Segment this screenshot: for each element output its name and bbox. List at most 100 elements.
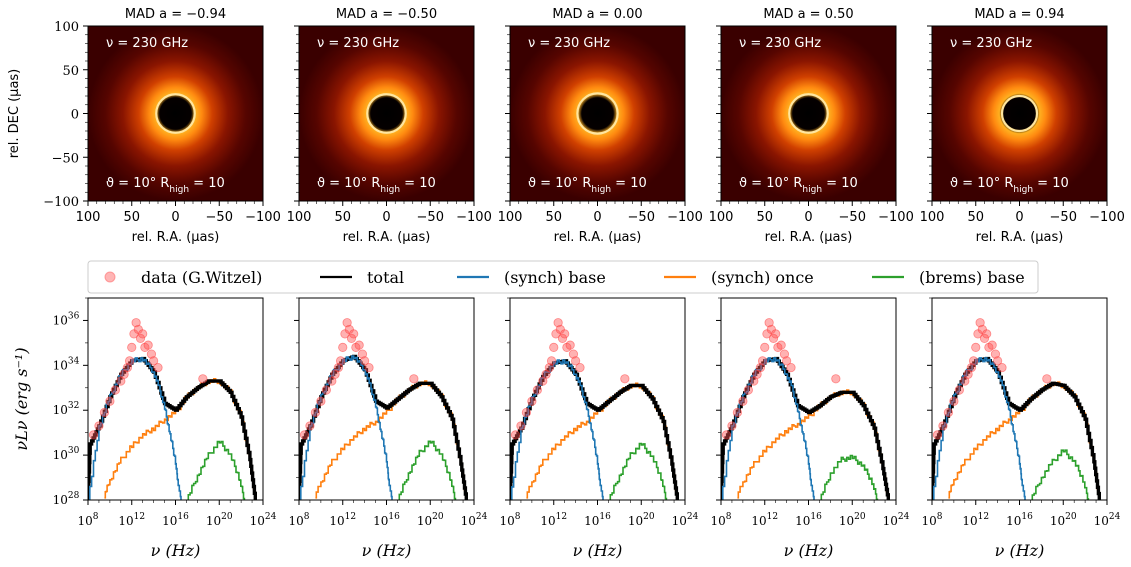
data-point bbox=[99, 407, 110, 418]
photon-ring bbox=[788, 93, 829, 134]
data-point bbox=[755, 362, 765, 373]
series-synch-base bbox=[933, 357, 1026, 500]
data-point bbox=[743, 385, 753, 395]
x-tick-label: 1020 bbox=[206, 512, 233, 528]
data-point bbox=[966, 362, 976, 373]
series-brems-base bbox=[609, 442, 668, 500]
inclination-annotation: ϑ = 10° Rhigh = 10 bbox=[739, 176, 858, 195]
data-point bbox=[982, 329, 992, 339]
sed-panel-1: 108 1012 1016 1020 1024 ν (Hz) 1028 1030 1032 103… bbox=[12, 297, 277, 560]
frequency-annotation: ν = 230 GHz bbox=[739, 36, 821, 51]
data-point bbox=[516, 421, 526, 431]
x-tick-label: 100 bbox=[76, 210, 101, 225]
data-point bbox=[299, 430, 310, 440]
data-point bbox=[138, 329, 148, 339]
data-point bbox=[990, 349, 1001, 359]
photon-ring bbox=[366, 93, 407, 134]
x-axis-label: rel. R.A. (μas) bbox=[554, 230, 642, 245]
legend-box bbox=[87, 260, 1039, 294]
data-point bbox=[354, 340, 364, 350]
x-tick-label: 0 bbox=[593, 210, 601, 225]
x-tick-label: −100 bbox=[1089, 210, 1125, 225]
series-brems-base bbox=[398, 440, 457, 500]
x-axis-label: rel. R.A. (μas) bbox=[343, 230, 431, 245]
data-point bbox=[786, 362, 796, 373]
data-point bbox=[143, 340, 153, 350]
x-tick-label: 50 bbox=[756, 210, 773, 225]
data-point bbox=[968, 356, 979, 366]
sed-panel-5: 108 1012 1016 1020 1024 ν (Hz) bbox=[921, 297, 1121, 560]
data-point bbox=[532, 385, 542, 395]
legend-label: total bbox=[367, 268, 404, 287]
x-axis-label: ν (Hz) bbox=[362, 541, 412, 560]
x-tick-label: −50 bbox=[628, 210, 655, 225]
data-point bbox=[738, 396, 748, 406]
data-point bbox=[127, 342, 137, 352]
frequency-annotation: ν = 230 GHz bbox=[317, 36, 399, 51]
series-brems-base bbox=[187, 440, 246, 500]
inclination-annotation: ϑ = 10° Rhigh = 10 bbox=[106, 176, 225, 195]
x-tick-label: 1024 bbox=[672, 512, 699, 528]
data-point bbox=[94, 421, 104, 431]
y-tick-label: 1036 bbox=[53, 311, 80, 327]
data-point bbox=[521, 407, 532, 418]
data-point bbox=[335, 356, 346, 366]
data-point bbox=[975, 318, 985, 328]
data-point bbox=[782, 356, 792, 366]
data-point bbox=[88, 430, 99, 440]
x-axis-label: rel. R.A. (μas) bbox=[132, 230, 220, 245]
data-point bbox=[831, 374, 841, 384]
data-point bbox=[993, 356, 1003, 366]
emission-map bbox=[299, 26, 474, 201]
x-tick-label: 108 bbox=[499, 512, 520, 528]
data-point bbox=[510, 430, 521, 440]
x-tick-label: 1016 bbox=[162, 512, 189, 528]
x-tick-label: 1012 bbox=[962, 512, 989, 528]
photon-ring bbox=[576, 92, 619, 135]
data-point bbox=[760, 342, 770, 352]
series-brems-base bbox=[820, 454, 879, 500]
data-point bbox=[727, 421, 737, 431]
data-point bbox=[333, 362, 343, 373]
image-panel-4: MAD a = 0.50 ν = 230 GHz ϑ = 10° Rhigh = 1… bbox=[709, 7, 914, 245]
x-tick-label: 108 bbox=[710, 512, 731, 528]
data-point bbox=[364, 362, 374, 373]
photon-ring bbox=[1000, 94, 1039, 133]
frequency-annotation: ν = 230 GHz bbox=[106, 36, 188, 51]
x-tick-label: 0 bbox=[1015, 210, 1023, 225]
x-axis-label: rel. R.A. (μas) bbox=[765, 230, 853, 245]
data-point bbox=[122, 362, 132, 373]
data-point bbox=[149, 356, 159, 366]
data-point bbox=[949, 396, 959, 406]
data-point bbox=[346, 333, 357, 343]
x-tick-label: 100 bbox=[498, 210, 523, 225]
x-axis-label: ν (Hz) bbox=[151, 541, 201, 560]
data-point bbox=[987, 340, 997, 350]
x-tick-label: 1024 bbox=[461, 512, 488, 528]
y-tick-label: 0 bbox=[71, 108, 79, 123]
x-axis-label: ν (Hz) bbox=[573, 541, 623, 560]
panel-title: MAD a = 0.00 bbox=[552, 7, 642, 22]
data-point bbox=[771, 329, 781, 339]
data-point bbox=[932, 430, 943, 440]
data-point bbox=[568, 349, 579, 359]
x-tick-label: 1012 bbox=[329, 512, 356, 528]
image-panel-3: MAD a = 0.00 ν = 230 GHz ϑ = 10° Rhigh = 1… bbox=[498, 7, 703, 245]
data-point bbox=[721, 430, 732, 440]
sed-panel-2: 108 1012 1016 1020 1024 ν (Hz) bbox=[288, 297, 488, 560]
series-synch-base bbox=[89, 357, 182, 500]
x-tick-label: −50 bbox=[839, 210, 866, 225]
legend-label: (synch) base bbox=[504, 268, 606, 287]
x-tick-label: 1012 bbox=[751, 512, 778, 528]
data-point bbox=[549, 342, 559, 352]
image-panel-2: MAD a = −0.50 ν = 230 GHz ϑ = 10° Rhigh = … bbox=[287, 7, 492, 245]
data-point bbox=[553, 318, 563, 328]
frequency-annotation: ν = 230 GHz bbox=[528, 36, 610, 51]
data-point bbox=[954, 385, 964, 395]
x-tick-label: 0 bbox=[382, 210, 390, 225]
image-panel-5: MAD a = 0.94 ν = 230 GHz ϑ = 10° Rhigh = 1… bbox=[920, 7, 1125, 245]
y-tick-label: 1034 bbox=[53, 356, 80, 372]
series-brems-base bbox=[1031, 449, 1090, 500]
plot-area bbox=[88, 318, 257, 500]
plot-area bbox=[932, 318, 1101, 500]
